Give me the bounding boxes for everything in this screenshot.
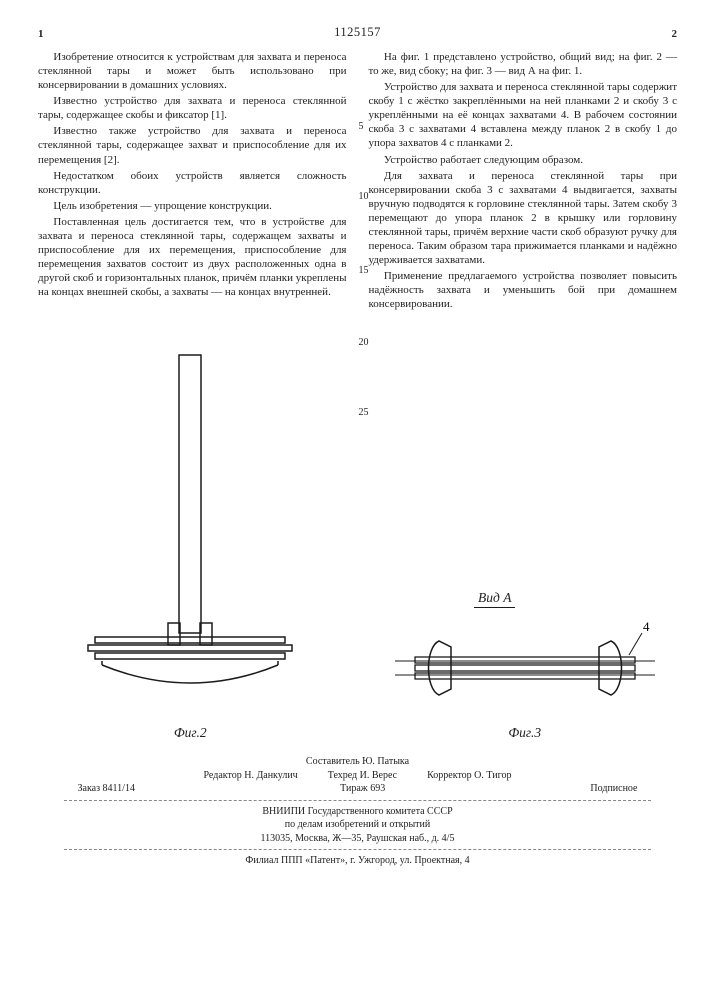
figure-2-label: Фиг.2 [38, 725, 343, 741]
footer-addr1: 113035, Москва, Ж—35, Раушская наб., д. … [38, 832, 677, 846]
line-mark-15: 15 [359, 266, 369, 276]
footer-org1: ВНИИПИ Государственного комитета СССР [38, 805, 677, 819]
col1-p6: Поставленная цель достигается тем, что в… [38, 215, 347, 299]
col1-p1: Изобретение относится к устройствам для … [38, 50, 347, 92]
footer-tirazh: Тираж 693 [340, 782, 385, 796]
col2-p2: Устройство для захвата и переноса стекля… [369, 80, 678, 150]
column-1: 1 Изобретение относится к устройствам дл… [38, 50, 347, 313]
line-mark-20: 20 [359, 338, 369, 348]
footer-editor: Редактор Н. Данкулич [204, 769, 298, 783]
col2-p5: Применение предлагаемого устройства позв… [369, 269, 678, 311]
col2-p4: Для захвата и переноса стеклянной тары п… [369, 169, 678, 268]
footer: Составитель Ю. Патыка Редактор Н. Данкул… [38, 755, 677, 868]
footer-org2: по делам изобретений и открытий [38, 818, 677, 832]
col1-p4: Недостатком обоих устройств является сло… [38, 169, 347, 197]
figure-3-label: Фиг.3 [373, 725, 678, 741]
column-2: 2 На фиг. 1 представлено устройство, общ… [369, 50, 678, 313]
text-columns: 1 Изобретение относится к устройствам дл… [38, 50, 677, 313]
col1-p2: Известно устройство для захвата и перено… [38, 94, 347, 122]
figure-2-svg [60, 351, 320, 721]
col1-p5: Цель изобретения — упрощение конструкции… [38, 199, 347, 213]
line-mark-5: 5 [359, 122, 364, 132]
figure-3-view-label: Вид А [474, 590, 515, 608]
footer-divider-2 [64, 849, 652, 850]
footer-sub: Подписное [590, 782, 637, 796]
footer-order: Заказ 8411/14 [78, 782, 135, 796]
footer-addr2: Филиал ППП «Патент», г. Ужгород, ул. Про… [38, 854, 677, 868]
figure-3-svg: 4 [385, 611, 665, 721]
figure-3: Вид А 4 Фиг.3 [373, 589, 678, 741]
figure-3-ref4: 4 [643, 619, 650, 634]
line-mark-10: 10 [359, 192, 369, 202]
figure-2: Фиг.2 [38, 351, 343, 741]
doc-number: 1125157 [38, 25, 677, 40]
figures-area: Фиг.2 Вид А 4 Фиг.3 [38, 331, 677, 741]
footer-tech: Техред И. Верес [328, 769, 397, 783]
col2-p1: На фиг. 1 представлено устройство, общий… [369, 50, 678, 78]
footer-corrector: Корректор О. Тигор [427, 769, 511, 783]
col1-number: 1 [38, 28, 44, 40]
col2-p3: Устройство работает следующим образом. [369, 153, 678, 167]
col1-p3: Известно также устройство для захвата и … [38, 124, 347, 166]
footer-divider-1 [64, 800, 652, 801]
col2-number: 2 [672, 28, 678, 40]
footer-compiler: Составитель Ю. Патыка [38, 755, 677, 769]
line-mark-25: 25 [359, 408, 369, 418]
